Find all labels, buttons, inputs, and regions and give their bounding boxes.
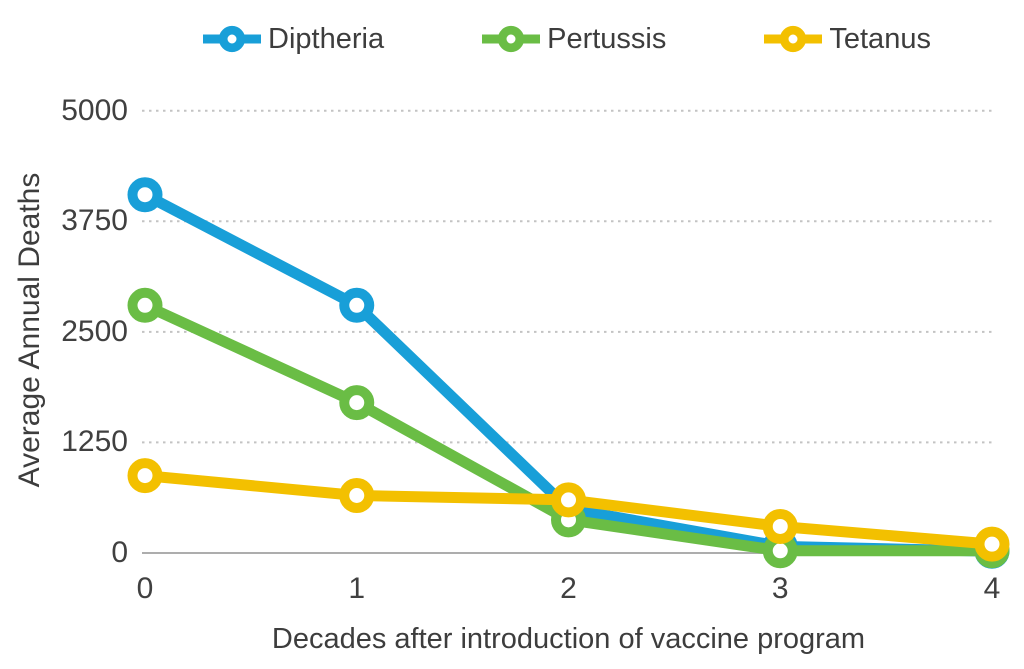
y-tick-5000: 5000 bbox=[61, 93, 128, 127]
x-tick-1: 1 bbox=[348, 572, 366, 605]
legend-item-tetanus: Tetanus bbox=[762, 24, 931, 54]
y-tick-3750: 3750 bbox=[61, 204, 128, 238]
tetanus-marker-x0 bbox=[127, 458, 163, 494]
legend-label-tetanus: Tetanus bbox=[829, 22, 931, 55]
tetanus-line-marker-icon bbox=[764, 25, 823, 53]
pertussis-line-marker-icon bbox=[482, 25, 541, 53]
x-tick-2: 2 bbox=[560, 572, 577, 605]
legend-label-pertussis: Pertussis bbox=[547, 22, 667, 55]
y-tick-1250: 1250 bbox=[61, 425, 128, 459]
tetanus-marker-x3 bbox=[762, 508, 798, 544]
pertussis-marker-x1 bbox=[339, 385, 375, 421]
legend-label-diptheria: Diptheria bbox=[268, 22, 385, 55]
diptheria-marker-x0 bbox=[127, 177, 163, 213]
x-tick-3: 3 bbox=[771, 572, 789, 605]
x-tick-0: 0 bbox=[136, 572, 154, 605]
diptheria-line-marker-icon bbox=[203, 25, 262, 53]
tetanus-marker-x2 bbox=[551, 482, 586, 518]
legend-item-diptheria: Diptheria bbox=[201, 24, 384, 54]
tetanus-marker-x1 bbox=[339, 478, 375, 514]
pertussis-marker-x0 bbox=[127, 287, 163, 323]
x-axis-title: Decades after introduction of vaccine pr… bbox=[271, 623, 866, 655]
y-tick-0: 0 bbox=[111, 536, 128, 569]
tetanus-marker-x4 bbox=[974, 526, 1010, 562]
y-tick-2500: 2500 bbox=[61, 314, 128, 348]
legend-item-pertussis: Pertussis bbox=[480, 24, 666, 54]
legend: Diptheria Pertussis Tetanus bbox=[54, 24, 1024, 54]
x-tick-4: 4 bbox=[983, 572, 1001, 605]
diptheria-marker-x1 bbox=[339, 287, 375, 323]
